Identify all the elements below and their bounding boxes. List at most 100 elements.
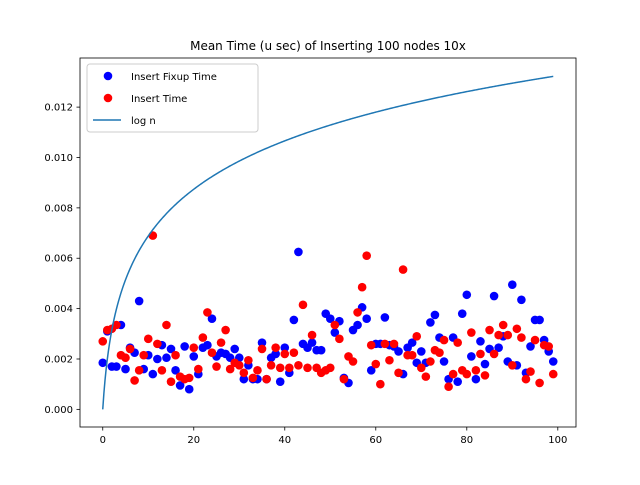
data-point	[521, 374, 531, 384]
data-point	[548, 369, 558, 379]
data-point	[526, 342, 535, 351]
y-tick-label: 0.012	[44, 103, 73, 114]
series-line	[102, 75, 554, 410]
data-point	[271, 349, 280, 359]
plot-clip-group	[98, 75, 558, 410]
data-point	[207, 348, 217, 357]
data-point	[507, 360, 517, 370]
data-point	[453, 377, 462, 386]
data-point	[248, 373, 258, 383]
plot-area	[98, 75, 558, 410]
series-1	[98, 231, 558, 391]
data-point	[462, 290, 472, 300]
data-point	[480, 371, 490, 380]
data-point	[471, 366, 481, 375]
data-point	[239, 374, 249, 384]
x-tick-label: 40	[278, 435, 291, 446]
data-point	[489, 349, 499, 359]
y-tick-label: 0.006	[44, 254, 73, 265]
legend-item: Insert Time	[103, 93, 187, 105]
data-point	[517, 295, 526, 305]
legend-item: log n	[93, 116, 156, 127]
data-point	[416, 363, 426, 373]
data-point	[143, 334, 153, 344]
data-point	[498, 320, 508, 330]
data-point	[153, 339, 162, 349]
data-point	[412, 332, 422, 341]
data-point	[162, 320, 171, 330]
data-point	[485, 325, 494, 335]
data-point	[544, 342, 553, 351]
data-point	[471, 374, 481, 384]
y-tick-label: 0.010	[44, 153, 73, 164]
data-point	[289, 315, 299, 325]
data-point	[444, 382, 453, 391]
data-point	[194, 364, 203, 374]
data-point	[380, 313, 390, 322]
data-point	[121, 353, 130, 363]
data-point	[289, 348, 299, 357]
data-point	[480, 359, 490, 369]
y-tick-label: 0.000	[44, 405, 73, 416]
data-point	[271, 343, 280, 352]
data-point	[294, 360, 303, 370]
data-point	[203, 340, 212, 350]
data-point	[535, 315, 544, 325]
data-point	[275, 377, 285, 386]
data-point	[357, 282, 367, 292]
legend: Insert Fixup Time Insert Time log n	[86, 63, 259, 133]
data-point	[526, 367, 535, 376]
data-point	[162, 353, 171, 363]
data-point	[380, 339, 390, 349]
data-point	[171, 366, 180, 375]
data-point	[230, 344, 240, 354]
data-point	[184, 373, 194, 383]
data-point	[467, 328, 476, 337]
data-point	[467, 352, 476, 361]
data-point	[335, 334, 344, 344]
data-point	[416, 347, 426, 356]
axes-frame	[79, 57, 577, 428]
data-point	[426, 318, 435, 327]
data-point	[203, 308, 212, 317]
data-point	[353, 320, 362, 330]
x-tick-label: 80	[460, 435, 473, 446]
data-point	[134, 296, 144, 306]
data-point	[148, 369, 158, 379]
data-point	[125, 344, 135, 354]
data-point	[112, 320, 121, 330]
data-point	[366, 340, 376, 350]
data-point	[257, 338, 267, 347]
data-point	[262, 374, 271, 384]
data-point	[244, 355, 253, 365]
data-point	[198, 333, 208, 342]
data-point	[225, 364, 235, 374]
data-point	[316, 345, 326, 355]
data-point	[207, 314, 217, 323]
y-tick-label: 0.002	[44, 354, 73, 365]
data-point	[121, 364, 130, 374]
data-point	[257, 344, 267, 354]
data-point	[407, 338, 417, 347]
legend-label: Insert Time	[131, 94, 187, 105]
data-point	[325, 363, 335, 373]
data-point	[189, 352, 199, 361]
data-point	[294, 247, 303, 257]
data-point	[503, 330, 513, 340]
x-tick-label: 0	[100, 435, 106, 446]
y-tick-label: 0.008	[44, 203, 73, 214]
data-point	[366, 366, 376, 375]
data-point	[394, 347, 403, 356]
data-point	[157, 366, 167, 375]
data-point	[353, 308, 362, 317]
data-point	[362, 314, 371, 323]
data-point	[234, 360, 244, 370]
data-point	[407, 350, 417, 360]
data-point	[426, 357, 435, 366]
data-point	[98, 358, 108, 368]
data-point	[398, 265, 408, 274]
chart-title: Mean Time (u sec) of Inserting 100 nodes…	[190, 39, 466, 53]
data-point	[303, 363, 312, 373]
